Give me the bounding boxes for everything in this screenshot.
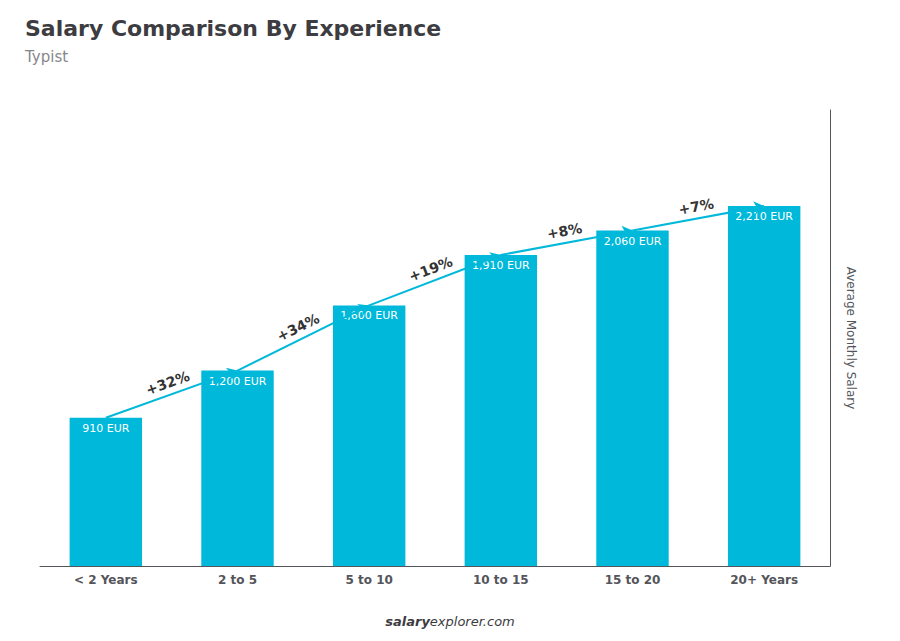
svg-text:Salary Comparison By Experienc: Salary Comparison By Experience bbox=[25, 16, 441, 41]
svg-text:5 to 10: 5 to 10 bbox=[345, 573, 392, 587]
svg-text:2 to 5: 2 to 5 bbox=[218, 573, 257, 587]
svg-text:1,200 EUR: 1,200 EUR bbox=[209, 375, 267, 388]
svg-text:+32%: +32% bbox=[144, 368, 192, 398]
svg-text:salary: salary bbox=[385, 614, 430, 629]
svg-text:+19%: +19% bbox=[407, 253, 455, 284]
svg-text:+8%: +8% bbox=[546, 220, 584, 242]
svg-text:1,600 EUR: 1,600 EUR bbox=[340, 309, 398, 323]
svg-text:Average Monthly Salary: Average Monthly Salary bbox=[844, 267, 858, 410]
svg-text:< 2 Years: < 2 Years bbox=[74, 573, 138, 587]
svg-text:910 EUR: 910 EUR bbox=[82, 422, 129, 435]
svg-text:+34%: +34% bbox=[274, 310, 322, 344]
svg-text:Typist: Typist bbox=[24, 48, 68, 66]
svg-text:15 to 20: 15 to 20 bbox=[605, 573, 661, 587]
svg-text:2,060 EUR: 2,060 EUR bbox=[604, 235, 662, 248]
svg-text:2,210 EUR: 2,210 EUR bbox=[735, 210, 793, 223]
svg-text:1,910 EUR: 1,910 EUR bbox=[472, 259, 530, 272]
svg-text:explorer.com: explorer.com bbox=[430, 614, 515, 629]
svg-text:10 to 15: 10 to 15 bbox=[473, 573, 529, 587]
svg-text:20+ Years: 20+ Years bbox=[730, 573, 798, 587]
svg-text:+7%: +7% bbox=[677, 195, 715, 217]
